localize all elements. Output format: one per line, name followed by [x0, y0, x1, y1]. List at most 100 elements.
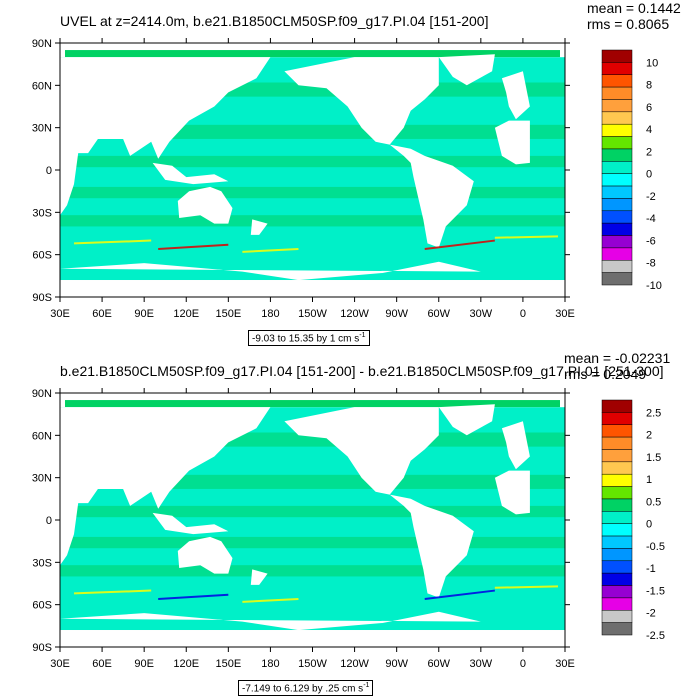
lon-tick-label: 90E [134, 308, 154, 320]
lon-tick-label: 120E [173, 308, 199, 320]
current-jet [494, 585, 559, 589]
lon-tick-label: 150E [215, 658, 241, 670]
contour-range-label: -9.03 to 15.35 by 1 cm s-1 [248, 330, 370, 347]
colorbar-label: 6 [646, 102, 652, 114]
greenland-land [438, 404, 495, 436]
south-america-land [389, 494, 474, 598]
colorbar-label: -1 [646, 563, 656, 575]
lat-tick-label: 30S [32, 557, 52, 569]
europe-land [501, 71, 530, 120]
colorbar-swatch [601, 535, 633, 549]
maritime-land [152, 512, 229, 535]
west-africa-land [494, 120, 530, 165]
lat-tick-label: 30N [32, 473, 52, 485]
lon-tick-label: 150E [215, 308, 241, 320]
new-zealand-land [250, 569, 268, 585]
colorbar-swatch [601, 148, 633, 162]
colorbar-swatch [601, 597, 633, 611]
colorbar-label: 2.5 [646, 407, 661, 419]
lon-tick-label: 90W [385, 658, 408, 670]
velocity-band [60, 565, 565, 577]
lon-tick-label: 150W [298, 308, 327, 320]
australia-land [177, 536, 233, 574]
antarctica-land [60, 261, 481, 283]
colorbar-label: 1 [646, 474, 652, 486]
rms-label: rms = 0.8065 [587, 16, 670, 32]
colorbar-label: -4 [646, 213, 656, 225]
panel-title: UVEL at z=2414.0m, b.e21.B1850CLM50SP.f0… [60, 13, 489, 29]
eurasia-africa-land [60, 407, 271, 566]
lat-tick-label: 30S [32, 207, 52, 219]
colorbar-swatch [601, 473, 633, 487]
maritime-land [152, 162, 229, 185]
current-jet [242, 598, 299, 603]
current-jet [424, 239, 495, 251]
colorbar-swatch [601, 235, 633, 249]
panel-title: b.e21.B1850CLM50SP.f09_g17.PI.04 [151-20… [60, 363, 664, 379]
lon-tick-label: 120W [340, 308, 369, 320]
current-jet [158, 593, 229, 601]
lon-tick-label: 180 [261, 658, 279, 670]
map-figure: 90N 60N 30N 0 30S 60S 90S 30E 60E 90E 120E 150E 180 1… [32, 388, 665, 670]
colorbar-label: -6 [646, 235, 656, 247]
colorbar-label: 4 [646, 124, 652, 136]
colorbar-label: -2 [646, 191, 656, 203]
colorbar-swatch [601, 99, 633, 113]
colorbar-swatch [601, 173, 633, 187]
colorbar-swatch [601, 610, 633, 623]
lon-tick-label: 0 [520, 658, 526, 670]
colorbar-swatch [601, 449, 633, 463]
current-jet [158, 243, 229, 251]
colorbar-swatch [601, 222, 633, 236]
polar-land [60, 630, 565, 647]
lon-tick-label: 120W [340, 658, 369, 670]
lon-tick-label: 30W [470, 658, 493, 670]
bottom-map-panel: b.e21.B1850CLM50SP.f09_g17.PI.04 [151-20… [0, 350, 700, 700]
colorbar-label: 0.5 [646, 496, 661, 508]
colorbar-swatch [601, 86, 633, 100]
top-map-panel: UVEL at z=2414.0m, b.e21.B1850CLM50SP.f0… [32, 0, 681, 347]
lon-tick-label: 30E [50, 658, 70, 670]
australia-land [177, 186, 233, 224]
lon-tick-label: 30E [555, 308, 575, 320]
arctic-ocean [65, 50, 560, 58]
antarctica-land [60, 611, 481, 633]
colorbar-label: 2 [646, 430, 652, 442]
contour-range-label: -7.149 to 6.129 by .25 cm s-1 [238, 680, 374, 697]
unit-exponent: -1 [359, 332, 366, 339]
west-africa-land [494, 470, 530, 515]
lat-tick-label: 0 [46, 515, 52, 527]
colorbar-label: 10 [646, 57, 658, 69]
map-figure: 90N 60N 30N 0 30S 60S 90S 30E 60E 90E 120E 150E 180 1… [32, 38, 662, 320]
colorbar-swatch [601, 111, 633, 125]
contour-range-text: -9.03 to 15.35 by 1 cm s [252, 333, 360, 345]
colorbar-label: -10 [646, 280, 662, 292]
colorbar-swatch [601, 436, 633, 450]
lat-tick-label: 0 [46, 165, 52, 177]
lon-tick-label: 150W [298, 658, 327, 670]
colorbar-label: 0 [646, 169, 652, 181]
colorbar-swatch [601, 49, 633, 63]
colorbar-swatch [601, 62, 633, 75]
current-jet [494, 235, 559, 239]
europe-land [501, 421, 530, 470]
colorbar-label: -8 [646, 258, 656, 270]
lon-tick-label: 30E [555, 658, 575, 670]
velocity-band [60, 155, 565, 168]
lat-tick-label: 90S [32, 642, 52, 654]
contour-range-text: -7.149 to 6.129 by .25 cm s [242, 683, 364, 695]
lon-tick-label: 180 [261, 308, 279, 320]
north-america-land [284, 57, 439, 145]
colorbar-swatch [601, 461, 633, 475]
velocity-band [60, 505, 565, 518]
lat-tick-label: 90S [32, 292, 52, 304]
lat-tick-label: 30N [32, 123, 52, 135]
map-frame-group: 90N 60N 30N 0 30S 60S 90S 30E 60E 90E 120E 150E 180 1… [32, 38, 662, 320]
colorbar-swatch [601, 412, 633, 425]
lat-tick-label: 90N [32, 388, 52, 400]
arctic-ocean [65, 400, 560, 408]
colorbar-swatch [601, 198, 633, 212]
lat-tick-label: 60N [32, 80, 52, 92]
eurasia-africa-land [60, 57, 271, 216]
colorbar-label: 1.5 [646, 452, 661, 464]
